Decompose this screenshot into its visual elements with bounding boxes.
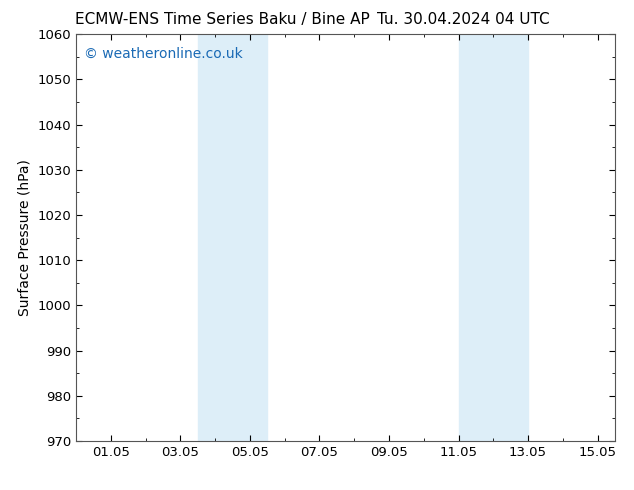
Y-axis label: Surface Pressure (hPa): Surface Pressure (hPa) — [18, 159, 32, 316]
Text: © weatheronline.co.uk: © weatheronline.co.uk — [84, 47, 243, 60]
Text: Tu. 30.04.2024 04 UTC: Tu. 30.04.2024 04 UTC — [377, 12, 549, 27]
Bar — [198, 34, 268, 441]
Text: ECMW-ENS Time Series Baku / Bine AP: ECMW-ENS Time Series Baku / Bine AP — [75, 12, 369, 27]
Bar — [458, 34, 528, 441]
